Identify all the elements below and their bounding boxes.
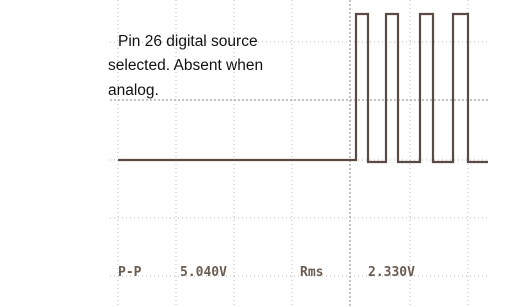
readout-label: Rms bbox=[300, 265, 323, 280]
readout-label: P-P bbox=[118, 265, 142, 280]
annotation-line: selected. Absent when bbox=[108, 57, 263, 74]
readout-value: 5.040V bbox=[180, 265, 227, 280]
page: Pin 26 digital source selected. Absent w… bbox=[0, 0, 523, 307]
scope-screen: Pin 26 digital source selected. Absent w… bbox=[0, 0, 523, 307]
annotation-line: Pin 26 digital source bbox=[118, 33, 258, 50]
annotation-line: analog. bbox=[108, 82, 159, 99]
readout-value: 2.330V bbox=[368, 265, 415, 280]
